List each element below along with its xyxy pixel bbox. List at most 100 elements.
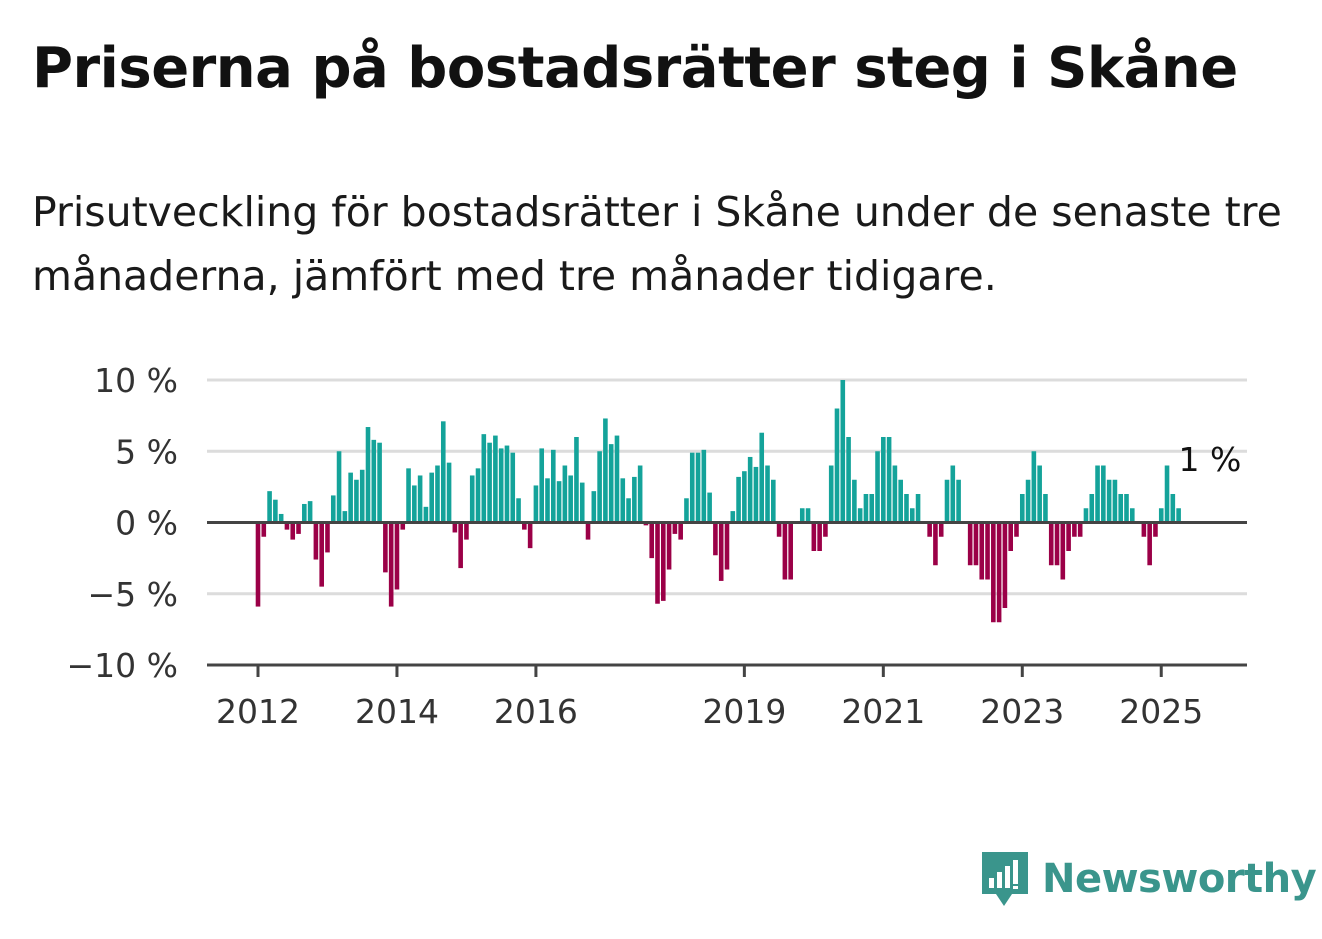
bar	[330, 495, 336, 523]
bar	[550, 449, 556, 523]
bar	[1002, 522, 1008, 608]
bar	[348, 472, 353, 523]
bar	[626, 498, 631, 523]
bar	[788, 522, 793, 580]
bar	[655, 522, 660, 604]
bar	[967, 522, 973, 566]
bar	[510, 452, 516, 523]
bar	[881, 437, 886, 523]
x-tick-label: 2012	[216, 692, 300, 731]
bar	[666, 522, 672, 570]
bar	[585, 522, 591, 540]
bar	[811, 522, 817, 551]
bar	[950, 465, 956, 523]
bar	[915, 494, 921, 523]
bar	[1019, 494, 1025, 523]
bar	[649, 522, 655, 559]
x-tick-label: 2023	[980, 692, 1064, 731]
annotation-label: 1 %	[1179, 440, 1242, 479]
bar	[823, 522, 828, 537]
bar	[701, 449, 707, 523]
bar	[377, 442, 382, 523]
bar	[765, 465, 770, 523]
bar	[684, 498, 689, 523]
bar	[869, 494, 875, 523]
bar	[799, 508, 805, 523]
bar	[857, 508, 863, 523]
bar	[1164, 465, 1170, 523]
bar	[579, 482, 585, 523]
x-tick-label: 2025	[1119, 692, 1203, 731]
bar	[747, 456, 753, 523]
bar	[313, 522, 319, 560]
bar	[782, 522, 788, 580]
bar	[991, 522, 996, 623]
bar	[1153, 522, 1158, 537]
bar	[527, 522, 533, 549]
bar	[1158, 508, 1164, 523]
bar	[342, 511, 348, 523]
bar	[423, 506, 429, 523]
bar	[892, 465, 898, 523]
bar	[736, 476, 741, 523]
bar	[273, 499, 278, 523]
bar	[909, 508, 915, 523]
bar	[1176, 508, 1181, 523]
bar	[429, 472, 434, 523]
bar	[417, 475, 423, 523]
bar	[1095, 465, 1100, 523]
bar	[985, 522, 990, 580]
bar	[440, 421, 446, 523]
bar	[464, 522, 469, 540]
bar	[1031, 451, 1037, 523]
bar	[597, 451, 602, 523]
bar	[938, 522, 944, 537]
bar	[267, 491, 272, 523]
bar	[834, 408, 840, 523]
y-tick-label: 0 %	[115, 504, 178, 543]
bar	[944, 479, 950, 523]
bar	[759, 432, 765, 523]
bar	[1048, 522, 1054, 566]
brand-logo: Newsworthy	[980, 848, 1317, 910]
bar	[533, 485, 539, 523]
bar	[371, 439, 377, 523]
bar	[1106, 479, 1112, 523]
bar	[1170, 494, 1176, 523]
bar-chart: 10 % 5 % 0 % −5 % −10 % 2012 2014 2016 2019 2021…	[67, 361, 1247, 731]
bar	[498, 448, 504, 523]
x-tick-label: 2021	[841, 692, 925, 731]
bar	[776, 522, 782, 537]
bar	[875, 451, 880, 523]
bar	[840, 380, 846, 523]
bar	[1129, 508, 1135, 523]
bar	[394, 522, 400, 590]
brand-name: Newsworthy	[1042, 856, 1317, 902]
bar	[493, 435, 498, 523]
bar	[1025, 479, 1031, 523]
bar	[278, 513, 284, 523]
bar	[661, 522, 666, 601]
bar	[307, 501, 313, 523]
bar	[325, 522, 330, 553]
bar	[742, 471, 747, 523]
annotation: 1 %	[1179, 440, 1242, 479]
bar	[956, 479, 961, 523]
bar	[713, 522, 718, 556]
bar	[261, 522, 267, 537]
bar	[475, 468, 481, 523]
bar	[516, 498, 521, 523]
bar	[359, 469, 365, 523]
bar	[469, 475, 475, 523]
bar	[1066, 522, 1071, 551]
y-tick-label: 5 %	[115, 432, 178, 471]
bar	[1112, 479, 1118, 523]
x-tick-label: 2014	[355, 692, 439, 731]
bar	[302, 503, 307, 523]
bar	[979, 522, 985, 580]
bar	[574, 437, 579, 523]
bar	[904, 494, 909, 523]
bar	[365, 427, 371, 523]
bar	[1101, 465, 1106, 523]
bar	[591, 491, 597, 523]
